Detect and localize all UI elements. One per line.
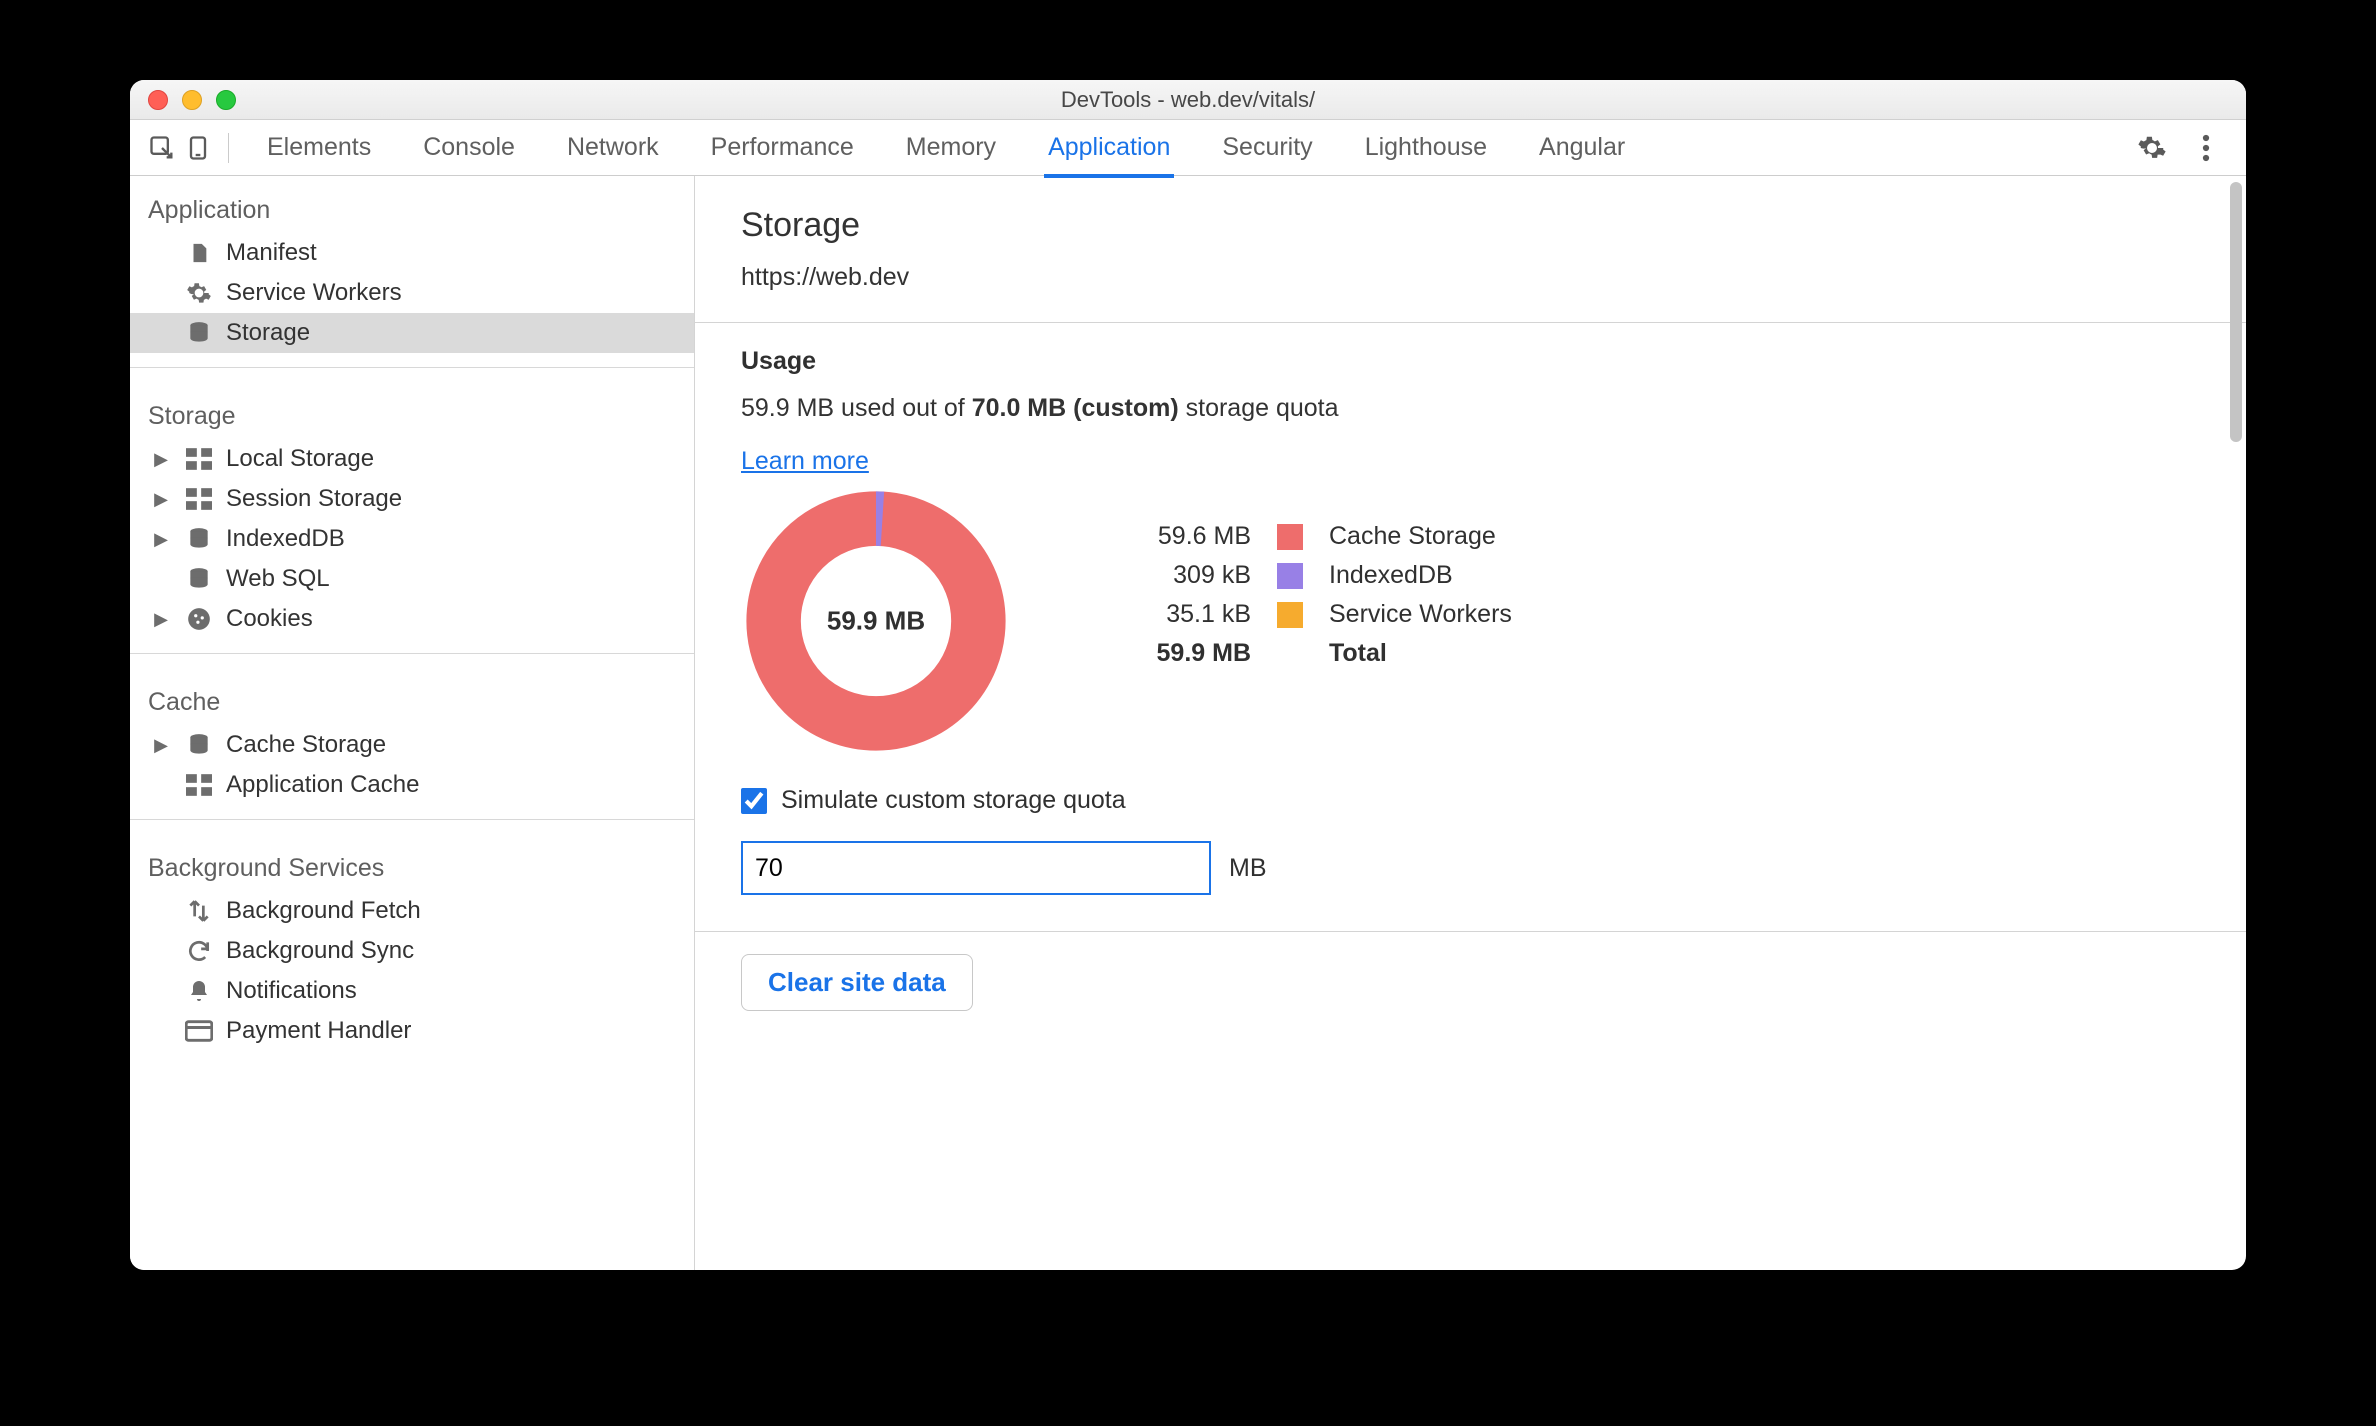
tab-console[interactable]: Console — [419, 121, 519, 174]
database-icon — [184, 320, 214, 346]
tab-elements[interactable]: Elements — [263, 121, 375, 174]
usage-donut-chart: 59.9 MB — [741, 486, 1011, 756]
device-toggle-icon[interactable] — [180, 130, 216, 166]
page-title: Storage — [741, 206, 2200, 245]
quota-input[interactable] — [741, 841, 1211, 895]
sidebar-item-notifications[interactable]: Notifications — [130, 971, 694, 1011]
legend-swatch — [1277, 563, 1303, 589]
tab-security[interactable]: Security — [1218, 121, 1316, 174]
more-icon[interactable] — [2188, 130, 2224, 166]
devtools-window: DevTools - web.dev/vitals/ Elements Conso… — [130, 80, 2246, 1270]
simulate-quota-row[interactable]: Simulate custom storage quota — [741, 786, 2200, 815]
transfer-icon — [184, 898, 214, 924]
sidebar-section-application: Application — [130, 176, 694, 233]
sidebar-item-indexeddb[interactable]: ▶IndexedDB — [130, 519, 694, 559]
legend-name: IndexedDB — [1329, 561, 1453, 590]
legend-row: 59.6 MB Cache Storage — [1121, 522, 1512, 551]
sidebar-item-storage[interactable]: Storage — [130, 313, 694, 353]
tab-lighthouse[interactable]: Lighthouse — [1361, 121, 1491, 174]
usage-line: 59.9 MB used out of 70.0 MB (custom) sto… — [741, 394, 2200, 423]
sidebar-section-storage: Storage — [130, 382, 694, 439]
tab-angular[interactable]: Angular — [1535, 121, 1629, 174]
simulate-quota-checkbox[interactable] — [741, 788, 767, 814]
simulate-quota-label: Simulate custom storage quota — [781, 786, 1126, 815]
tab-network[interactable]: Network — [563, 121, 663, 174]
card-icon — [184, 1020, 214, 1042]
sidebar-item-cookies[interactable]: ▶Cookies — [130, 599, 694, 639]
bell-icon — [184, 978, 214, 1004]
database-icon — [184, 566, 214, 592]
legend-value: 35.1 kB — [1121, 600, 1251, 629]
expand-arrow-icon: ▶ — [150, 735, 172, 756]
main-panel: Storage https://web.dev Usage 59.9 MB us… — [695, 176, 2246, 1270]
learn-more-link[interactable]: Learn more — [741, 447, 869, 476]
grid-icon — [184, 448, 214, 470]
devtools-toolbar: Elements Console Network Performance Memory A… — [130, 120, 2246, 176]
file-icon — [184, 240, 214, 266]
gear-icon — [184, 280, 214, 306]
expand-arrow-icon: ▶ — [150, 489, 172, 510]
usage-heading: Usage — [741, 347, 2200, 376]
tab-memory[interactable]: Memory — [902, 121, 1000, 174]
sidebar-item-background-fetch[interactable]: Background Fetch — [130, 891, 694, 931]
clear-site-data-button[interactable]: Clear site data — [741, 954, 973, 1011]
sidebar-item-manifest[interactable]: Manifest — [130, 233, 694, 273]
legend-row: 35.1 kB Service Workers — [1121, 600, 1512, 629]
sidebar-item-application-cache[interactable]: Application Cache — [130, 765, 694, 805]
database-icon — [184, 732, 214, 758]
sidebar-item-cache-storage[interactable]: ▶Cache Storage — [130, 725, 694, 765]
usage-prefix: 59.9 MB used out of — [741, 394, 972, 422]
sidebar-item-background-sync[interactable]: Background Sync — [130, 931, 694, 971]
scrollbar[interactable] — [2230, 182, 2242, 442]
separator — [228, 133, 229, 163]
panel-tabs: Elements Console Network Performance Memory A… — [263, 121, 2134, 174]
quota-unit: MB — [1229, 854, 1267, 883]
grid-icon — [184, 488, 214, 510]
sidebar-item-payment-handler[interactable]: Payment Handler — [130, 1011, 694, 1051]
usage-suffix: storage quota — [1179, 394, 1339, 422]
legend-swatch — [1277, 524, 1303, 550]
legend-swatch — [1277, 602, 1303, 628]
sidebar-item-service-workers[interactable]: Service Workers — [130, 273, 694, 313]
sidebar-section-cache: Cache — [130, 668, 694, 725]
legend-name: Service Workers — [1329, 600, 1512, 629]
origin-url: https://web.dev — [741, 263, 2200, 292]
sync-icon — [184, 938, 214, 964]
expand-arrow-icon: ▶ — [150, 529, 172, 550]
settings-icon[interactable] — [2134, 130, 2170, 166]
cookie-icon — [184, 606, 214, 632]
inspect-element-icon[interactable] — [144, 130, 180, 166]
legend-name: Cache Storage — [1329, 522, 1496, 551]
sidebar-item-web-sql[interactable]: Web SQL — [130, 559, 694, 599]
legend-row: 309 kB IndexedDB — [1121, 561, 1512, 590]
legend-value: 309 kB — [1121, 561, 1251, 590]
titlebar: DevTools - web.dev/vitals/ — [130, 80, 2246, 120]
donut-center-label: 59.9 MB — [741, 606, 1011, 637]
legend-total: 59.9 MBTotal — [1121, 639, 1512, 668]
expand-arrow-icon: ▶ — [150, 609, 172, 630]
database-icon — [184, 526, 214, 552]
application-sidebar: ApplicationManifestService WorkersStorag… — [130, 176, 695, 1270]
tab-performance[interactable]: Performance — [707, 121, 858, 174]
expand-arrow-icon: ▶ — [150, 449, 172, 470]
usage-legend: 59.6 MB Cache Storage 309 kB IndexedDB 35.1 … — [1121, 522, 1512, 678]
usage-quota: 70.0 MB (custom) — [972, 394, 1179, 422]
grid-icon — [184, 774, 214, 796]
window-title: DevTools - web.dev/vitals/ — [130, 87, 2246, 113]
legend-value: 59.6 MB — [1121, 522, 1251, 551]
sidebar-item-local-storage[interactable]: ▶Local Storage — [130, 439, 694, 479]
sidebar-section-background-services: Background Services — [130, 834, 694, 891]
sidebar-item-session-storage[interactable]: ▶Session Storage — [130, 479, 694, 519]
tab-application[interactable]: Application — [1044, 121, 1174, 178]
